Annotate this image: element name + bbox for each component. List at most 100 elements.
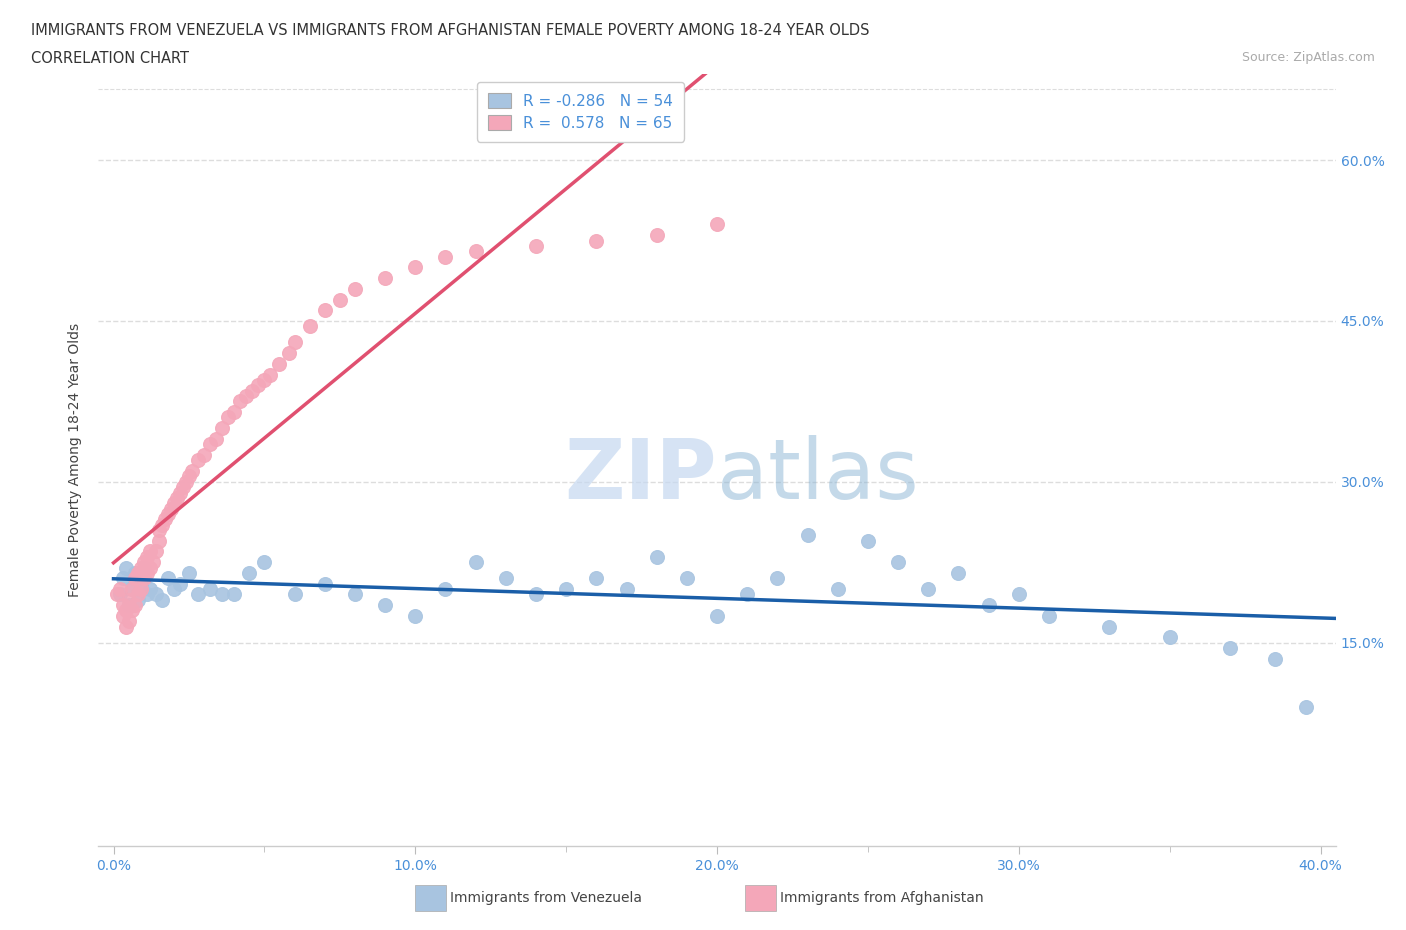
- Point: [917, 581, 939, 596]
- Point: [277, 346, 299, 361]
- Legend: R = -0.286   N = 54, R =  0.578   N = 65: R = -0.286 N = 54, R = 0.578 N = 65: [477, 82, 683, 141]
- Point: [205, 432, 228, 446]
- Point: [645, 550, 668, 565]
- Point: [555, 581, 578, 596]
- Point: [269, 356, 291, 371]
- Point: [434, 249, 457, 264]
- Point: [135, 587, 157, 602]
- Point: [224, 405, 246, 419]
- Point: [138, 544, 160, 559]
- Point: [117, 598, 139, 613]
- Point: [153, 512, 176, 526]
- Point: [314, 577, 336, 591]
- Point: [524, 238, 547, 253]
- Point: [1159, 630, 1181, 644]
- Point: [105, 587, 128, 602]
- Point: [132, 555, 155, 570]
- Point: [827, 581, 849, 596]
- Point: [404, 260, 426, 275]
- Point: [343, 282, 366, 297]
- Point: [948, 565, 970, 580]
- Point: [706, 608, 728, 623]
- Point: [284, 587, 307, 602]
- Point: [156, 571, 179, 586]
- Point: [198, 437, 221, 452]
- Point: [1008, 587, 1031, 602]
- Point: [1295, 699, 1317, 714]
- Text: atlas: atlas: [717, 435, 918, 516]
- Point: [217, 410, 239, 425]
- Point: [148, 523, 170, 538]
- Point: [111, 571, 134, 586]
- Point: [343, 587, 366, 602]
- Point: [284, 335, 307, 350]
- Point: [676, 571, 699, 586]
- Point: [524, 587, 547, 602]
- Point: [766, 571, 789, 586]
- Point: [706, 217, 728, 232]
- Point: [187, 587, 209, 602]
- Point: [856, 533, 879, 548]
- Point: [177, 469, 200, 484]
- Point: [374, 271, 396, 286]
- Point: [150, 517, 173, 532]
- Point: [124, 565, 146, 580]
- Point: [235, 389, 257, 404]
- Point: [129, 581, 152, 596]
- Text: Source: ZipAtlas.com: Source: ZipAtlas.com: [1241, 51, 1375, 64]
- Point: [156, 507, 179, 522]
- Point: [464, 244, 486, 259]
- Point: [121, 581, 143, 596]
- Point: [150, 592, 173, 607]
- Text: ZIP: ZIP: [565, 435, 717, 516]
- Point: [1219, 641, 1241, 656]
- Point: [585, 233, 607, 248]
- Point: [1264, 651, 1286, 666]
- Point: [172, 480, 194, 495]
- Point: [1038, 608, 1060, 623]
- Text: IMMIGRANTS FROM VENEZUELA VS IMMIGRANTS FROM AFGHANISTAN FEMALE POVERTY AMONG 18: IMMIGRANTS FROM VENEZUELA VS IMMIGRANTS …: [31, 23, 869, 38]
- Point: [148, 533, 170, 548]
- Point: [238, 565, 260, 580]
- Point: [211, 587, 233, 602]
- Point: [329, 292, 352, 307]
- Point: [464, 555, 486, 570]
- Point: [121, 603, 143, 618]
- Point: [259, 367, 281, 382]
- Y-axis label: Female Poverty Among 18-24 Year Olds: Female Poverty Among 18-24 Year Olds: [69, 324, 83, 597]
- Point: [108, 581, 131, 596]
- Point: [977, 598, 1000, 613]
- Text: CORRELATION CHART: CORRELATION CHART: [31, 51, 188, 66]
- Point: [1098, 619, 1121, 634]
- Point: [145, 544, 167, 559]
- Point: [132, 560, 155, 575]
- Point: [127, 587, 149, 602]
- Point: [247, 378, 270, 392]
- Point: [495, 571, 517, 586]
- Point: [211, 420, 233, 435]
- Point: [138, 581, 160, 596]
- Point: [138, 560, 160, 575]
- Point: [240, 383, 263, 398]
- Point: [887, 555, 910, 570]
- Point: [129, 577, 152, 591]
- Point: [177, 565, 200, 580]
- Point: [117, 592, 139, 607]
- Point: [124, 598, 146, 613]
- Point: [111, 598, 134, 613]
- Point: [142, 555, 165, 570]
- Point: [253, 373, 276, 388]
- Point: [145, 587, 167, 602]
- Point: [114, 603, 136, 618]
- Point: [404, 608, 426, 623]
- Point: [224, 587, 246, 602]
- Point: [735, 587, 758, 602]
- Point: [374, 598, 396, 613]
- Point: [132, 571, 155, 586]
- Point: [253, 555, 276, 570]
- Point: [127, 565, 149, 580]
- Point: [314, 303, 336, 318]
- Point: [174, 474, 197, 489]
- Point: [160, 501, 183, 516]
- Point: [181, 464, 204, 479]
